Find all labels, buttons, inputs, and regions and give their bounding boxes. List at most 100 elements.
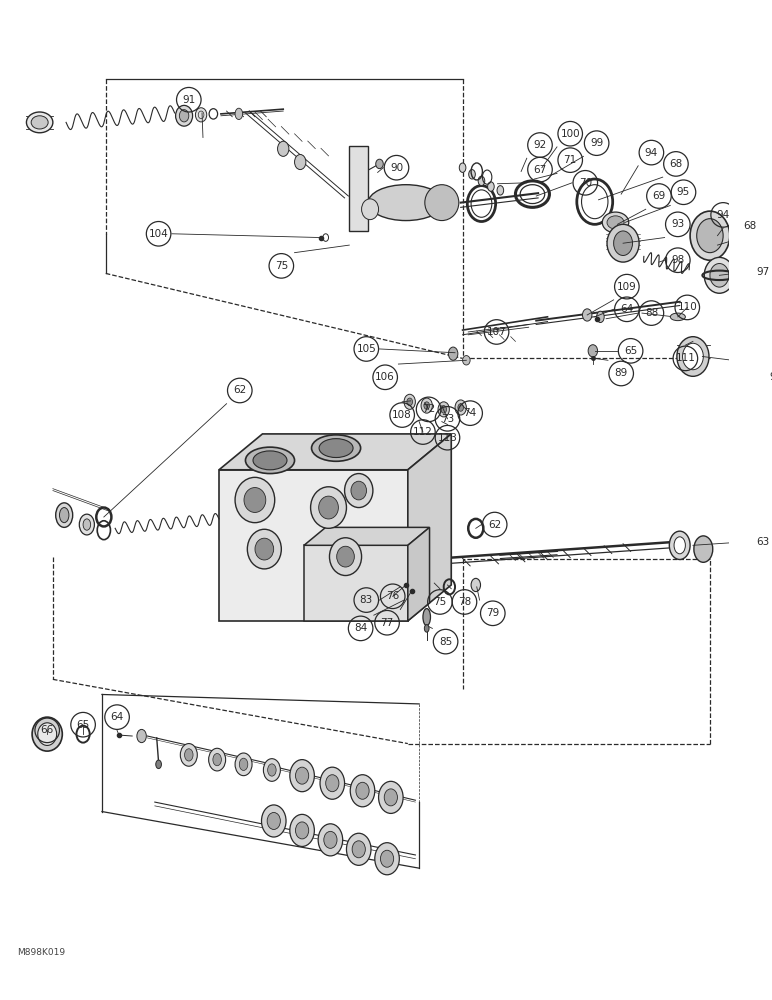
Ellipse shape bbox=[497, 186, 503, 195]
Ellipse shape bbox=[597, 311, 604, 323]
Ellipse shape bbox=[588, 345, 598, 357]
Ellipse shape bbox=[424, 402, 429, 409]
Text: 74: 74 bbox=[463, 408, 477, 418]
Ellipse shape bbox=[326, 775, 339, 792]
Text: 66: 66 bbox=[41, 725, 54, 735]
Polygon shape bbox=[349, 146, 368, 231]
Ellipse shape bbox=[488, 182, 494, 191]
Ellipse shape bbox=[295, 154, 306, 170]
Ellipse shape bbox=[350, 775, 374, 807]
Ellipse shape bbox=[670, 313, 686, 321]
Ellipse shape bbox=[26, 112, 52, 133]
Text: 100: 100 bbox=[560, 129, 580, 139]
Text: 96: 96 bbox=[770, 372, 772, 382]
Ellipse shape bbox=[185, 749, 193, 761]
Ellipse shape bbox=[344, 474, 373, 508]
Ellipse shape bbox=[449, 347, 458, 360]
Text: 68: 68 bbox=[669, 159, 682, 169]
Ellipse shape bbox=[32, 717, 63, 751]
Text: 90: 90 bbox=[390, 163, 403, 173]
Ellipse shape bbox=[247, 529, 281, 569]
Ellipse shape bbox=[156, 760, 161, 769]
Ellipse shape bbox=[425, 185, 459, 221]
Text: 104: 104 bbox=[149, 229, 168, 239]
Text: 98: 98 bbox=[671, 255, 685, 265]
Ellipse shape bbox=[478, 176, 485, 186]
Text: 75: 75 bbox=[433, 597, 446, 607]
Ellipse shape bbox=[361, 199, 378, 220]
Ellipse shape bbox=[459, 163, 466, 172]
Ellipse shape bbox=[458, 404, 463, 411]
Text: 93: 93 bbox=[671, 219, 685, 229]
Ellipse shape bbox=[404, 394, 415, 409]
Ellipse shape bbox=[469, 170, 476, 179]
Ellipse shape bbox=[674, 537, 686, 554]
Text: 62: 62 bbox=[233, 385, 246, 395]
Text: 92: 92 bbox=[533, 140, 547, 150]
Ellipse shape bbox=[423, 609, 431, 626]
Ellipse shape bbox=[471, 578, 480, 592]
Ellipse shape bbox=[462, 356, 470, 365]
Ellipse shape bbox=[421, 398, 432, 413]
Polygon shape bbox=[408, 434, 452, 621]
Ellipse shape bbox=[253, 451, 287, 470]
Ellipse shape bbox=[376, 159, 383, 169]
Ellipse shape bbox=[381, 850, 394, 867]
Ellipse shape bbox=[267, 812, 280, 829]
Text: 97: 97 bbox=[756, 267, 770, 277]
Polygon shape bbox=[219, 470, 408, 621]
Text: 110: 110 bbox=[677, 302, 697, 312]
Ellipse shape bbox=[607, 216, 624, 229]
Text: 70: 70 bbox=[579, 178, 592, 188]
Ellipse shape bbox=[56, 503, 73, 527]
Text: 91: 91 bbox=[182, 95, 195, 105]
Text: 65: 65 bbox=[624, 346, 637, 356]
Ellipse shape bbox=[408, 593, 418, 607]
Ellipse shape bbox=[320, 767, 344, 799]
Ellipse shape bbox=[425, 625, 429, 632]
Text: 111: 111 bbox=[676, 353, 696, 363]
Ellipse shape bbox=[312, 435, 361, 461]
Ellipse shape bbox=[179, 110, 189, 122]
Text: 77: 77 bbox=[381, 618, 394, 628]
Text: 76: 76 bbox=[386, 591, 399, 601]
Ellipse shape bbox=[208, 748, 225, 771]
Text: 106: 106 bbox=[375, 372, 395, 382]
Ellipse shape bbox=[368, 185, 444, 221]
Text: 68: 68 bbox=[743, 221, 757, 231]
Text: 78: 78 bbox=[458, 597, 471, 607]
Ellipse shape bbox=[278, 141, 289, 156]
Ellipse shape bbox=[455, 400, 466, 415]
Ellipse shape bbox=[677, 337, 709, 376]
Text: 72: 72 bbox=[422, 404, 435, 414]
Text: 109: 109 bbox=[617, 282, 637, 292]
Ellipse shape bbox=[80, 514, 94, 535]
Text: 108: 108 bbox=[392, 410, 412, 420]
Ellipse shape bbox=[351, 481, 367, 500]
Ellipse shape bbox=[607, 224, 639, 262]
Ellipse shape bbox=[347, 833, 371, 865]
Ellipse shape bbox=[710, 264, 729, 287]
Ellipse shape bbox=[31, 116, 48, 129]
Ellipse shape bbox=[245, 447, 295, 474]
Polygon shape bbox=[219, 434, 452, 470]
Text: 94: 94 bbox=[716, 210, 730, 220]
Text: 107: 107 bbox=[486, 327, 506, 337]
Ellipse shape bbox=[239, 758, 248, 770]
Text: 64: 64 bbox=[110, 712, 124, 722]
Ellipse shape bbox=[318, 824, 343, 856]
Text: 73: 73 bbox=[441, 414, 454, 424]
Ellipse shape bbox=[682, 343, 703, 370]
Ellipse shape bbox=[669, 531, 690, 559]
Ellipse shape bbox=[290, 760, 314, 792]
Ellipse shape bbox=[694, 536, 713, 562]
Ellipse shape bbox=[337, 546, 354, 567]
Text: 62: 62 bbox=[488, 520, 501, 530]
Ellipse shape bbox=[195, 108, 207, 122]
Text: 113: 113 bbox=[438, 433, 458, 443]
Polygon shape bbox=[304, 545, 408, 621]
Ellipse shape bbox=[235, 108, 242, 120]
Ellipse shape bbox=[181, 744, 198, 766]
Ellipse shape bbox=[296, 822, 309, 839]
Ellipse shape bbox=[319, 439, 353, 458]
